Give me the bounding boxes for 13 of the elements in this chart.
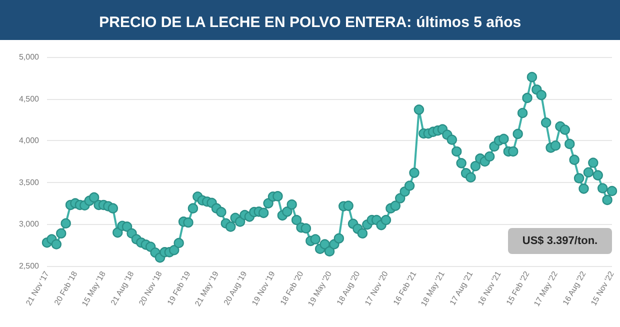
y-tick-label: 4,500 [18, 94, 40, 104]
x-tick-label: 15 Feb '22 [504, 269, 532, 307]
x-tick-label: 16 Feb '21 [392, 269, 418, 307]
y-tick-label: 5,000 [18, 52, 40, 62]
x-tick-label: 20 Feb '18 [52, 269, 80, 307]
x-tick-label: 18 Feb '20 [278, 269, 306, 307]
y-tick-label: 3,000 [18, 220, 40, 229]
annotation: US$ 3.397/ton. [522, 235, 598, 247]
x-tick-label: 19 Feb '19 [166, 269, 192, 307]
y-tick-label: 2,500 [18, 262, 40, 270]
chart-title: PRECIO DE LA LECHE EN POLVO ENTERA: últimos 5 años [99, 14, 522, 31]
y-tick-label: 3,500 [18, 178, 40, 187]
y-tick-label: 4,000 [18, 136, 40, 146]
